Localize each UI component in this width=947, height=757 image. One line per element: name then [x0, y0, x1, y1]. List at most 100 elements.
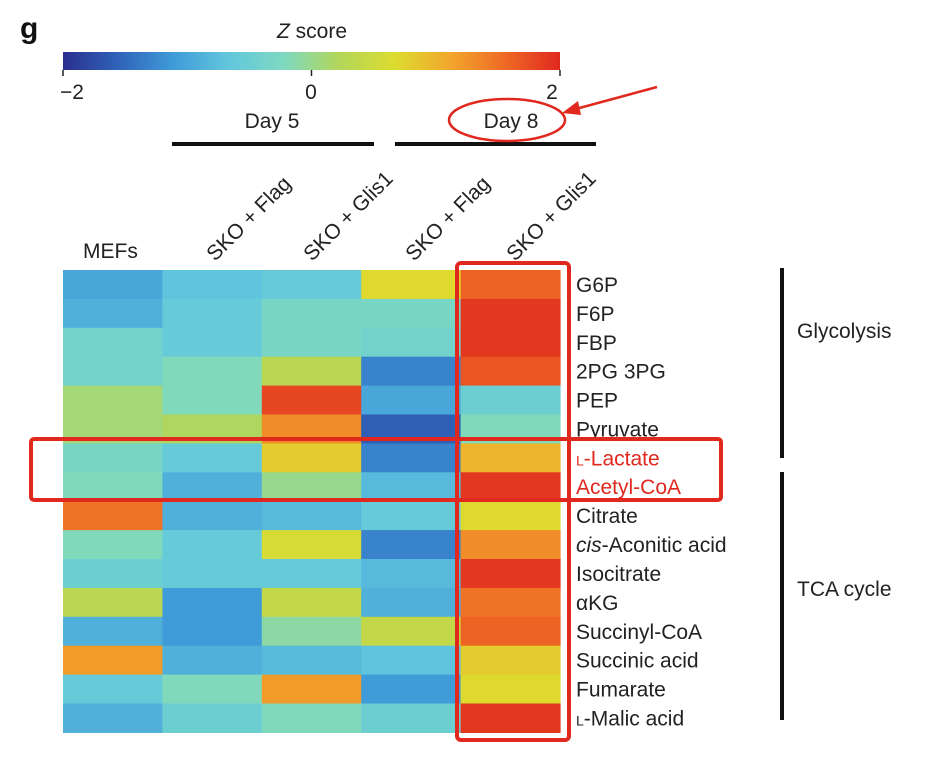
heatmap-cell [63, 530, 163, 560]
heatmap-cell [261, 645, 362, 676]
row-label-text: F6P [576, 303, 615, 326]
heatmap-cell [261, 385, 362, 416]
row-label: Acetyl-CoA [576, 476, 681, 499]
heatmap-cell [361, 472, 462, 502]
heatmap-cell [361, 645, 462, 676]
row-label-prefix: L [576, 452, 584, 468]
heatmap-cell [63, 270, 163, 300]
colorbar-max-label: 2 [546, 81, 558, 104]
column-label-day5-glis1: SKO + Glis1 [299, 167, 397, 265]
heatmap-cell [261, 587, 362, 618]
heatmap-cell [261, 703, 362, 733]
colorbar-mid-label: 0 [305, 81, 317, 104]
heatmap-cell [63, 443, 163, 473]
group-label-day8: Day 8 [484, 110, 539, 133]
heatmap-cell [162, 616, 263, 647]
row-label: G6P [576, 274, 618, 297]
heatmap-cell [63, 385, 163, 416]
row-label-prefix: L [576, 713, 584, 729]
heatmap-cell [460, 298, 561, 329]
heatmap-cell [460, 385, 561, 416]
heatmap-cell [261, 674, 362, 705]
heatmap-cell [162, 703, 263, 733]
heatmap-cell [361, 530, 462, 560]
heatmap-cell [361, 587, 462, 618]
heatmap-cell [361, 270, 462, 300]
row-label-text: Pyruvate [576, 418, 659, 441]
heatmap-cell [162, 385, 263, 416]
row-label: cis-Aconitic acid [576, 534, 727, 557]
row-label-text: 2PG 3PG [576, 361, 666, 384]
heatmap-cell [63, 674, 163, 705]
heatmap-cell [361, 385, 462, 416]
row-label-text: PEP [576, 390, 618, 413]
heatmap-cell [261, 327, 362, 358]
heatmap-cell [261, 443, 362, 473]
heatmap-cell [162, 530, 263, 560]
highlight-box-lactate-acetylcoa [29, 437, 723, 502]
heatmap-cell [162, 645, 263, 676]
heatmap-cell [63, 327, 163, 358]
row-label-text: Acetyl-CoA [576, 476, 681, 499]
colorbar-min-label: −2 [60, 81, 84, 104]
heatmap-cell [63, 501, 163, 531]
heatmap-cell [361, 356, 462, 387]
heatmap-cell [460, 270, 561, 300]
column-label-mefs: MEFs [83, 240, 138, 263]
column-label-day8-flag: SKO + Flag [401, 172, 494, 265]
heatmap-cell [63, 616, 163, 647]
group-label-day5: Day 5 [245, 110, 300, 133]
row-label-text: Succinic acid [576, 650, 699, 673]
heatmap-cell [63, 703, 163, 733]
heatmap-cell [361, 559, 462, 589]
heatmap-cell [460, 559, 561, 589]
heatmap-cell [460, 530, 561, 560]
heatmap-cell [460, 674, 561, 705]
heatmap-cell [460, 616, 561, 647]
heatmap-cell [162, 587, 263, 618]
heatmap-cell [162, 674, 263, 705]
heatmap-cell [460, 501, 561, 531]
day8-highlight-ellipse [447, 97, 567, 143]
heatmap-cell [162, 501, 263, 531]
heatmap-cell [460, 645, 561, 676]
heatmap-cell [361, 298, 462, 329]
heatmap-cell [63, 472, 163, 502]
heatmap-cell [261, 356, 362, 387]
heatmap-cell [261, 270, 362, 300]
heatmap-cell [162, 559, 263, 589]
row-label: FBP [576, 332, 617, 355]
heatmap-cell [261, 472, 362, 502]
column-label-day5-flag: SKO + Flag [202, 172, 295, 265]
heatmap-cell [460, 327, 561, 358]
heatmap-cell [460, 472, 561, 502]
heatmap-cell [460, 356, 561, 387]
panel-label: g [20, 12, 38, 45]
heatmap-cell [460, 443, 561, 473]
row-label: Citrate [576, 505, 638, 528]
heatmap-cell [361, 443, 462, 473]
heatmap-cell [460, 587, 561, 618]
row-label: Fumarate [576, 679, 666, 702]
heatmap-cell [162, 298, 263, 329]
row-label: Succinic acid [576, 650, 699, 673]
heatmap-cell [162, 443, 263, 473]
heatmap-cell [261, 616, 362, 647]
column-label-day8-glis1: SKO + Glis1 [502, 167, 600, 265]
heatmap-cell [261, 501, 362, 531]
row-label: L-Lactate [576, 447, 660, 470]
heatmap-cell [162, 472, 263, 502]
row-label: F6P [576, 303, 615, 326]
row-label: L-Malic acid [576, 708, 684, 731]
row-label-text: Citrate [576, 505, 638, 528]
heatmap-cell [361, 703, 462, 733]
row-label: 2PG 3PG [576, 361, 666, 384]
row-label-text: -Lactate [584, 447, 660, 470]
row-label: αKG [576, 592, 618, 615]
row-label-italic: cis [576, 534, 602, 557]
heatmap-cell [63, 356, 163, 387]
row-label: Isocitrate [576, 563, 661, 586]
heatmap-cell [361, 616, 462, 647]
